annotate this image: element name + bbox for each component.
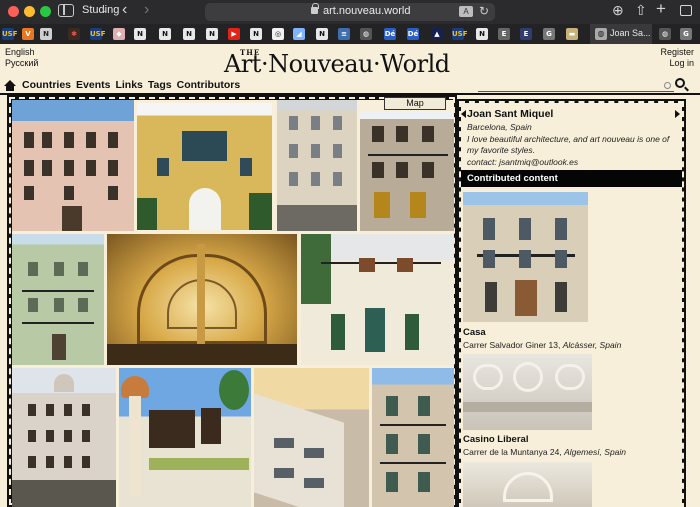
browser-chrome: Studing ⌄ ‹ › art.nouveau.world A ↻ ⊕ ⇧ …	[0, 0, 700, 44]
zoom-window-button[interactable]	[40, 6, 51, 17]
contribution-address: Carrer de la Muntanya 24, Algemesí, Spai…	[463, 447, 627, 457]
lock-icon	[311, 3, 319, 14]
tab-favicon[interactable]: USF	[2, 28, 18, 40]
gallery-photo[interactable]	[277, 100, 357, 231]
tab-favicon[interactable]: N	[40, 28, 52, 40]
tab-favicon[interactable]: N	[159, 28, 171, 40]
gallery-photo[interactable]	[372, 368, 454, 507]
reload-icon[interactable]: ↻	[478, 4, 489, 18]
contribution-photo[interactable]	[463, 354, 592, 430]
tab-favicon[interactable]: ◍	[360, 28, 372, 40]
contributor-name: Joan Sant Miquel	[467, 108, 554, 120]
tab-favicon: ◍	[595, 28, 607, 40]
title-bar: Studing ⌄ ‹ › art.nouveau.world A ↻ ⊕ ⇧ …	[0, 0, 700, 24]
tab-favicon[interactable]: N	[476, 28, 488, 40]
login-link[interactable]: Log in	[669, 58, 694, 68]
logo-small-text: THE	[240, 48, 261, 57]
tab-favicon[interactable]: ▬	[566, 28, 578, 40]
web-page: English Русский Register Log in THE Art·…	[0, 44, 700, 507]
contribution-address: Carrer Salvador Giner 13, Alcàsser, Spai…	[463, 340, 622, 350]
address-bar[interactable]: art.nouveau.world A ↻	[205, 3, 495, 21]
url-text: art.nouveau.world	[323, 5, 411, 17]
translate-icon[interactable]: A	[459, 6, 473, 17]
nav-countries[interactable]: Countries	[22, 79, 72, 91]
contribution-photo[interactable]	[463, 192, 588, 322]
search-icon[interactable]	[675, 78, 685, 88]
profile-name[interactable]: Studing	[82, 4, 120, 16]
tab-favicon[interactable]: E	[498, 28, 510, 40]
previous-arrow-icon[interactable]	[461, 110, 466, 118]
sidebar-toggle-icon[interactable]	[58, 4, 74, 17]
tab-favicon[interactable]: ◍	[659, 28, 671, 40]
tab-favicon[interactable]: ◆	[113, 28, 125, 40]
gallery-photo[interactable]	[137, 103, 272, 230]
forward-icon[interactable]: ›	[144, 1, 150, 18]
minimize-window-button[interactable]	[24, 6, 35, 17]
contributor-panel: Joan Sant Miquel Barcelona, Spain I love…	[461, 103, 682, 507]
photo-gallery	[12, 100, 454, 507]
gallery-photo[interactable]	[12, 100, 134, 231]
nav-links[interactable]: Links	[115, 79, 143, 91]
gallery-photo[interactable]	[119, 368, 251, 507]
new-tab-icon[interactable]: +	[656, 0, 666, 18]
contributed-content-heading: Contributed content	[461, 170, 682, 187]
main-nav: Countries Events Links Tags Contributors	[4, 78, 245, 92]
gallery-photo[interactable]	[12, 234, 104, 365]
tab-favicon[interactable]: Dé	[384, 28, 396, 40]
active-tab-label: Joan Sa...	[610, 28, 651, 38]
search-input[interactable]	[478, 79, 674, 92]
tab-favicon[interactable]: G	[543, 28, 555, 40]
tab-favicon[interactable]: G	[680, 28, 692, 40]
contribution-photo[interactable]	[463, 462, 592, 507]
contributor-location: Barcelona, Spain	[467, 122, 532, 132]
back-icon[interactable]: ‹	[122, 1, 128, 18]
contributor-contact: contact: jsantmiq@outlook.es	[467, 157, 579, 167]
contribution-title[interactable]: Casa	[463, 327, 486, 338]
gallery-photo[interactable]	[254, 368, 369, 507]
active-tab[interactable]: ◍ Joan Sa...	[590, 24, 652, 44]
tab-favicon[interactable]: N	[316, 28, 328, 40]
language-english-link[interactable]: English	[5, 47, 35, 57]
chevron-down-icon[interactable]: ⌄	[101, 4, 109, 14]
tab-favicon[interactable]: N	[206, 28, 218, 40]
gallery-photo[interactable]	[12, 368, 116, 507]
contribution-title[interactable]: Casino Liberal	[463, 434, 529, 445]
next-arrow-icon[interactable]	[675, 110, 680, 118]
tab-favicon[interactable]: N	[250, 28, 262, 40]
tab-favicon[interactable]: ◎	[272, 28, 284, 40]
tab-favicon[interactable]: ◢	[293, 28, 305, 40]
map-button[interactable]: Map	[384, 97, 446, 110]
logo-text: Art·Nouveau·World	[224, 50, 450, 78]
tab-overview-icon[interactable]	[680, 5, 692, 16]
gallery-photo[interactable]	[107, 234, 297, 365]
search-option-radio[interactable]	[664, 82, 671, 89]
downloads-icon[interactable]: ⊕	[612, 2, 624, 18]
nav-events[interactable]: Events	[76, 79, 111, 91]
tab-favicon[interactable]: V	[22, 28, 34, 40]
tab-favicon[interactable]: ✱	[68, 28, 80, 40]
header-divider	[0, 93, 700, 95]
gallery-photo[interactable]	[360, 112, 454, 231]
register-link[interactable]: Register	[660, 47, 694, 57]
tab-strip: USF V N ✱ USF ◆ N N N N ▶ N ◎ ◢ N ≡ ◍ Dé…	[0, 24, 700, 44]
nav-tags[interactable]: Tags	[147, 79, 172, 91]
tab-favicon[interactable]: Dé	[407, 28, 419, 40]
contributor-bio: I love beautiful architecture, and art n…	[467, 134, 670, 155]
tab-favicon[interactable]: ▲	[431, 28, 443, 40]
tab-favicon[interactable]: N	[134, 28, 146, 40]
tab-favicon[interactable]: USF	[90, 28, 106, 40]
language-russian-link[interactable]: Русский	[5, 58, 39, 68]
share-icon[interactable]: ⇧	[635, 2, 647, 18]
site-logo[interactable]: THE Art·Nouveau·World	[222, 48, 472, 80]
nav-contributors[interactable]: Contributors	[176, 79, 241, 91]
tab-favicon[interactable]: ≡	[338, 28, 350, 40]
home-icon[interactable]	[4, 79, 16, 91]
close-window-button[interactable]	[8, 6, 19, 17]
gallery-photo[interactable]	[301, 234, 454, 365]
tab-favicon[interactable]: N	[183, 28, 195, 40]
tab-favicon[interactable]: E	[520, 28, 532, 40]
tab-favicon[interactable]: USF	[452, 28, 468, 40]
tab-favicon[interactable]: ▶	[228, 28, 240, 40]
